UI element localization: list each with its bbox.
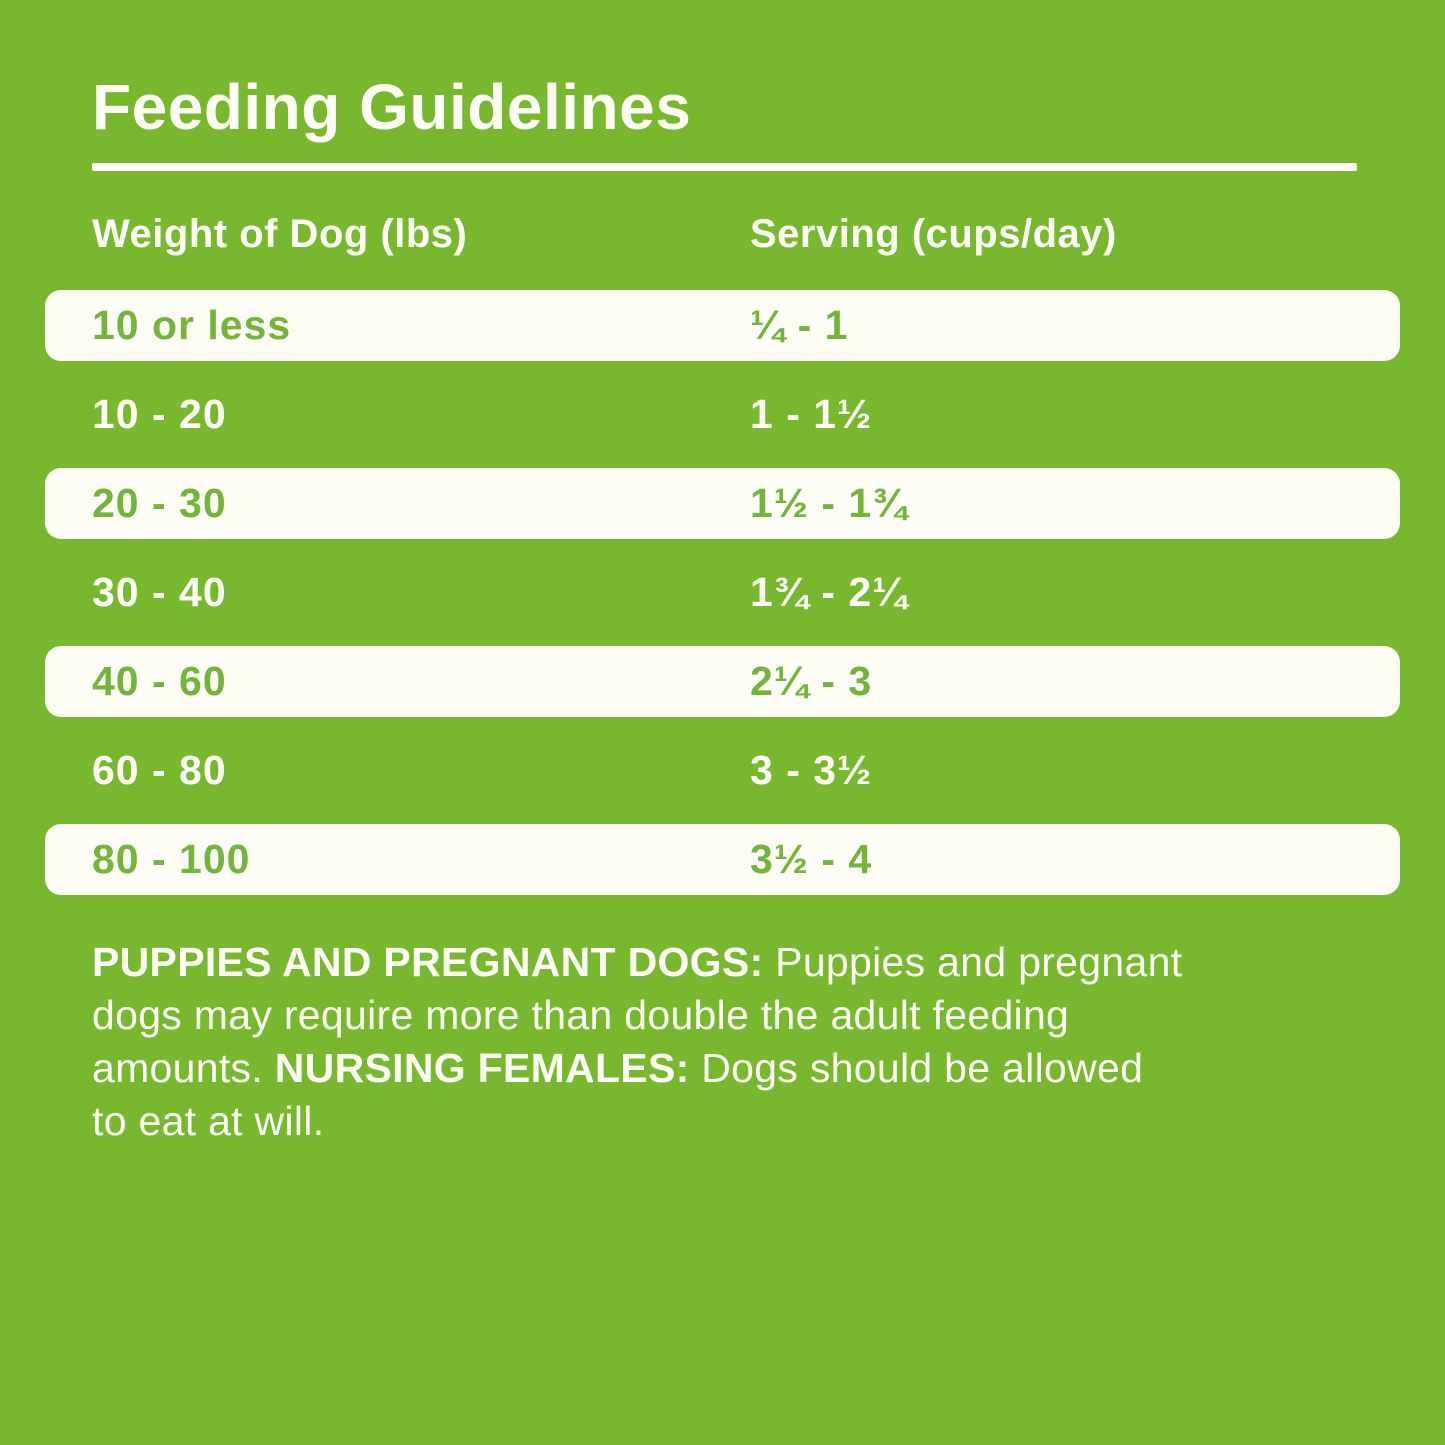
- table-row: 10 - 20 1 - 1½: [0, 370, 1445, 459]
- serving-cell: 3½ - 4: [750, 836, 873, 882]
- table-header-row: Weight of Dog (lbs) Serving (cups/day): [0, 212, 1445, 260]
- serving-cell: 1½ - 1¾: [750, 480, 908, 526]
- weight-cell: 40 - 60: [92, 658, 227, 704]
- table-row: 30 - 40 1¾ - 2¼: [0, 548, 1445, 637]
- weight-cell: 10 or less: [92, 302, 292, 348]
- row-highlight-band: [45, 290, 1400, 361]
- weight-cell: 30 - 40: [92, 569, 227, 615]
- row-highlight-band: [45, 824, 1400, 895]
- serving-cell: 1 - 1½: [750, 391, 873, 437]
- feeding-table: 10 or less ¼ - 1 10 - 20 1 - 1½ 20 - 30 1½ - …: [0, 281, 1445, 904]
- puppies-note: PUPPIES AND PREGNANT DOGS: Puppies and p…: [92, 936, 1402, 1148]
- note-label: NURSING FEMALES:: [274, 1045, 702, 1091]
- column-header-serving: Serving (cups/day): [750, 212, 1117, 256]
- weight-cell: 80 - 100: [92, 836, 251, 882]
- serving-cell: 3 - 3½: [750, 747, 873, 793]
- table-row: 80 - 100 3½ - 4: [0, 815, 1445, 904]
- table-row: 20 - 30 1½ - 1¾: [0, 459, 1445, 548]
- serving-cell: 2¼ - 3: [750, 658, 873, 704]
- row-highlight-band: [45, 646, 1400, 717]
- table-row: 10 or less ¼ - 1: [0, 281, 1445, 370]
- serving-cell: 1¾ - 2¼: [750, 569, 908, 615]
- table-row: 60 - 80 3 - 3½: [0, 726, 1445, 815]
- weight-cell: 60 - 80: [92, 747, 227, 793]
- page-title: Feeding Guidelines: [92, 71, 692, 143]
- note-text: Puppies and pregnant dogs may require mo…: [92, 939, 1183, 1091]
- serving-cell: ¼ - 1: [750, 302, 849, 348]
- row-highlight-band: [45, 468, 1400, 539]
- title-underline: [92, 163, 1357, 171]
- table-row: 40 - 60 2¼ - 3: [0, 637, 1445, 726]
- weight-cell: 20 - 30: [92, 480, 227, 526]
- note-text: Dogs should be allowed to eat at will.: [92, 1045, 1144, 1144]
- note-label: PUPPIES AND PREGNANT DOGS:: [92, 939, 776, 985]
- column-header-weight: Weight of Dog (lbs): [92, 212, 468, 256]
- weight-cell: 10 - 20: [92, 391, 227, 437]
